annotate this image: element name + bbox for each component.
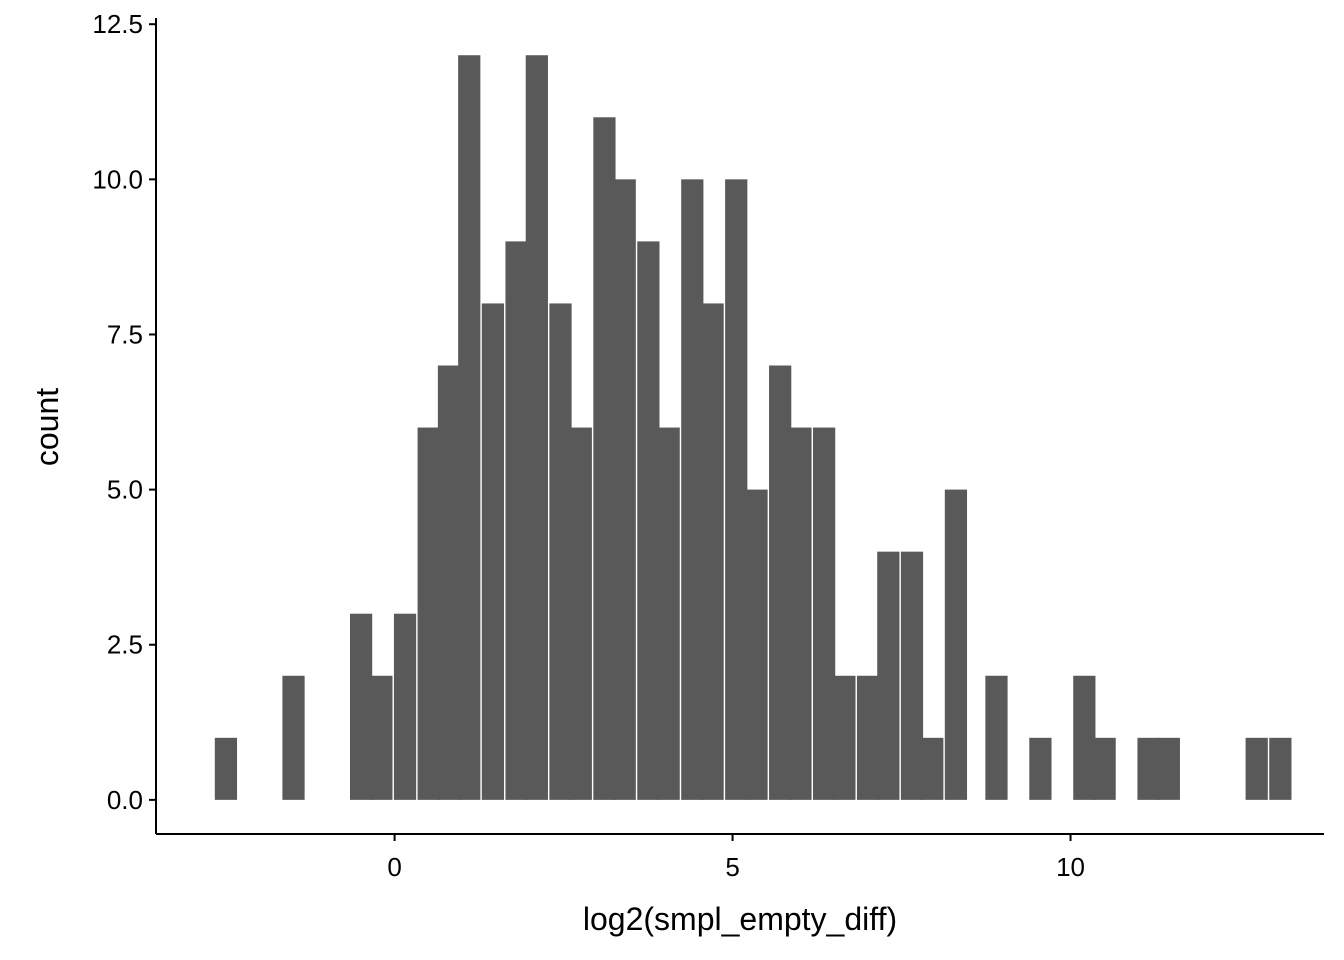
histogram-bar-34 [1137, 737, 1160, 800]
histogram-bar-19 [725, 179, 748, 800]
histogram-bar-15 [637, 241, 660, 800]
histogram-bars [214, 55, 1292, 800]
histogram-bar-26 [877, 551, 900, 800]
x-axis-title: log2(smpl_empty_diff) [583, 901, 897, 937]
histogram-bar-1 [282, 675, 305, 800]
histogram-bar-14 [613, 179, 636, 800]
x-tick-label: 0 [387, 852, 401, 882]
histogram-bar-5 [417, 427, 440, 800]
y-tick-label: 12.5 [92, 9, 143, 39]
histogram-bar-25 [856, 675, 880, 800]
x-axis-ticks: 0 5 10 [387, 834, 1085, 882]
histogram-bar-31 [1029, 737, 1052, 800]
histogram-bar-36 [1245, 737, 1268, 800]
histogram-bar-12 [569, 427, 592, 800]
y-tick-label: 0.0 [107, 785, 143, 815]
histogram-bar-35 [1157, 737, 1180, 800]
histogram-bar-30 [985, 675, 1008, 800]
y-axis-ticks: 0.0 2.5 5.0 7.5 10.0 12.5 [92, 9, 156, 815]
histogram-bar-16 [657, 427, 680, 800]
y-tick-label: 5.0 [107, 475, 143, 505]
histogram-bar-22 [789, 427, 812, 800]
histogram-bar-7 [458, 55, 481, 800]
histogram-bar-33 [1093, 737, 1116, 800]
x-tick-label: 5 [725, 852, 739, 882]
histogram-bar-8 [481, 303, 505, 800]
axes: 0.0 2.5 5.0 7.5 10.0 12.5 0 5 10 [92, 9, 1324, 882]
histogram-bar-10 [525, 55, 548, 800]
histogram-bar-2 [349, 613, 373, 800]
histogram-bar-21 [769, 365, 792, 800]
y-tick-label: 2.5 [107, 630, 143, 660]
histogram-bar-4 [393, 613, 417, 800]
histogram-bar-27 [900, 551, 924, 800]
histogram-bar-17 [681, 179, 704, 800]
y-axis-title: count [29, 388, 65, 466]
histogram-bar-0 [214, 737, 238, 800]
histogram-bar-9 [505, 241, 528, 800]
histogram-bar-29 [944, 489, 968, 800]
x-tick-label: 10 [1056, 852, 1085, 882]
y-tick-label: 7.5 [107, 319, 143, 349]
histogram-bar-3 [370, 675, 393, 800]
histogram-bar-23 [813, 427, 836, 800]
y-tick-label: 10.0 [92, 164, 143, 194]
histogram-bar-24 [833, 675, 856, 800]
histogram-bar-20 [745, 489, 768, 800]
histogram-bar-6 [437, 365, 461, 800]
histogram-bar-37 [1269, 737, 1292, 800]
histogram-bar-32 [1073, 675, 1096, 800]
histogram-bar-11 [549, 303, 572, 800]
histogram-bar-18 [701, 303, 724, 800]
histogram-bar-28 [921, 737, 944, 800]
histogram-bar-13 [593, 117, 616, 800]
